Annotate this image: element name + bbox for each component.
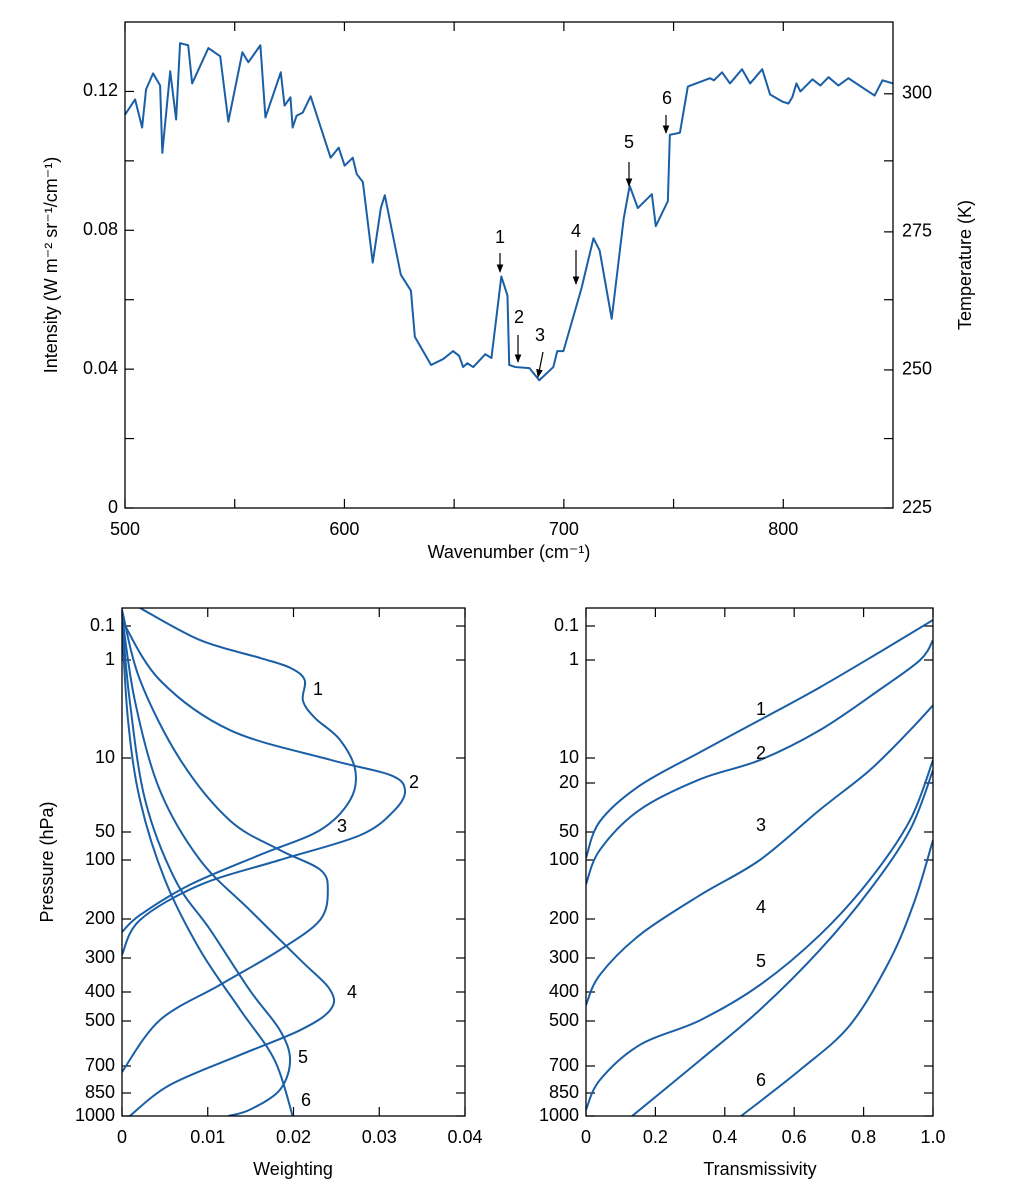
- y2-axis-label: Temperature (K): [955, 200, 975, 330]
- plot-frame: [585, 607, 934, 1117]
- x-tick-label: 0.8: [851, 1127, 876, 1147]
- profile-curve: [586, 759, 933, 1111]
- profile-curve: [740, 839, 933, 1116]
- x-tick-label: 0.2: [643, 1127, 668, 1147]
- x-tick-label: 0.4: [712, 1127, 737, 1147]
- y-tick-label: 50: [559, 821, 579, 841]
- y-tick-label: 400: [85, 981, 115, 1001]
- plot-frame: [121, 607, 466, 1117]
- y-tick-label: 0: [108, 497, 118, 517]
- curve-label: 4: [347, 982, 357, 1002]
- profile-curve: [122, 619, 407, 956]
- y-tick-label: 100: [85, 849, 115, 869]
- y2-tick-label: 250: [902, 359, 932, 379]
- profile-curve: [122, 614, 336, 1116]
- x-tick-label: 500: [110, 519, 140, 539]
- y2-tick-label: 275: [902, 221, 932, 241]
- profile-curve: [122, 619, 292, 1116]
- curve-label: 6: [756, 1070, 766, 1090]
- curve-label: 5: [298, 1047, 308, 1067]
- curve-label: 2: [756, 743, 766, 763]
- y-tick-label: 50: [95, 821, 115, 841]
- curve-label: 4: [756, 897, 766, 917]
- y-tick-label: 1: [105, 649, 115, 669]
- y-tick-label: 0.04: [83, 358, 118, 378]
- annotation: 1: [495, 227, 505, 247]
- y-tick-label: 850: [549, 1082, 579, 1102]
- x-tick-label: 800: [768, 519, 798, 539]
- annotation: 4: [571, 221, 581, 241]
- annotation: 3: [535, 325, 545, 345]
- y-tick-label: 10: [559, 747, 579, 767]
- curve-label: 6: [301, 1090, 311, 1110]
- curve-label: 2: [409, 772, 419, 792]
- curve-label: 3: [337, 816, 347, 836]
- y-tick-label: 10: [95, 747, 115, 767]
- profile-curve: [122, 609, 329, 1073]
- y-tick-label: 200: [85, 908, 115, 928]
- x-tick-label: 1.0: [920, 1127, 945, 1147]
- y-tick-label: 700: [549, 1055, 579, 1075]
- y-tick-label: 1: [569, 649, 579, 669]
- annotation-arrow: [536, 351, 544, 378]
- x-tick-label: 0: [581, 1127, 591, 1147]
- annotation: 6: [662, 88, 672, 108]
- y-tick-label: 0.1: [554, 615, 579, 635]
- x-tick-label: 0.03: [362, 1127, 397, 1147]
- x-tick-label: 0.04: [447, 1127, 482, 1147]
- curve-label: 5: [756, 951, 766, 971]
- spectrum-line: [125, 42, 893, 382]
- profile-curve: [631, 769, 933, 1116]
- profile-curve: [122, 624, 294, 1116]
- y2-tick-label: 225: [902, 497, 932, 517]
- annotation: 5: [624, 132, 634, 152]
- profile-curve: [586, 704, 933, 1006]
- annotation: 2: [514, 307, 524, 327]
- y-tick-label: 300: [549, 947, 579, 967]
- x-tick-label: 0.6: [782, 1127, 807, 1147]
- plot-frame: [124, 21, 894, 509]
- y-tick-label: 400: [549, 981, 579, 1001]
- profile-curve: [586, 619, 933, 859]
- x-axis-label: Weighting: [253, 1159, 333, 1179]
- x-axis-label: Wavenumber (cm⁻¹): [428, 542, 591, 562]
- y-tick-label: 0.12: [83, 80, 118, 100]
- y-tick-label: 700: [85, 1055, 115, 1075]
- x-tick-label: 0.02: [276, 1127, 311, 1147]
- y-axis-label: Intensity (W m⁻² sr⁻¹/cm⁻¹): [41, 157, 61, 373]
- curve-label: 1: [756, 699, 766, 719]
- curve-label: 3: [756, 815, 766, 835]
- y-tick-label: 100: [549, 849, 579, 869]
- y-axis-label: Pressure (hPa): [37, 801, 57, 922]
- y-tick-label: 200: [549, 908, 579, 928]
- curve-label: 1: [313, 679, 323, 699]
- y-tick-label: 1000: [75, 1105, 115, 1125]
- y-tick-label: 20: [559, 772, 579, 792]
- y-tick-label: 0.08: [83, 219, 118, 239]
- y-tick-label: 0.1: [90, 615, 115, 635]
- profile-curve: [586, 639, 933, 885]
- profile-curve: [122, 608, 357, 933]
- y-tick-label: 1000: [539, 1105, 579, 1125]
- x-tick-label: 600: [329, 519, 359, 539]
- x-tick-label: 0: [117, 1127, 127, 1147]
- y-tick-label: 500: [85, 1010, 115, 1030]
- x-axis-label: Transmissivity: [703, 1159, 816, 1179]
- y2-tick-label: 300: [902, 83, 932, 103]
- y-tick-label: 850: [85, 1082, 115, 1102]
- y-tick-label: 300: [85, 947, 115, 967]
- y-tick-label: 500: [549, 1010, 579, 1030]
- x-tick-label: 700: [549, 519, 579, 539]
- x-tick-label: 0.01: [190, 1127, 225, 1147]
